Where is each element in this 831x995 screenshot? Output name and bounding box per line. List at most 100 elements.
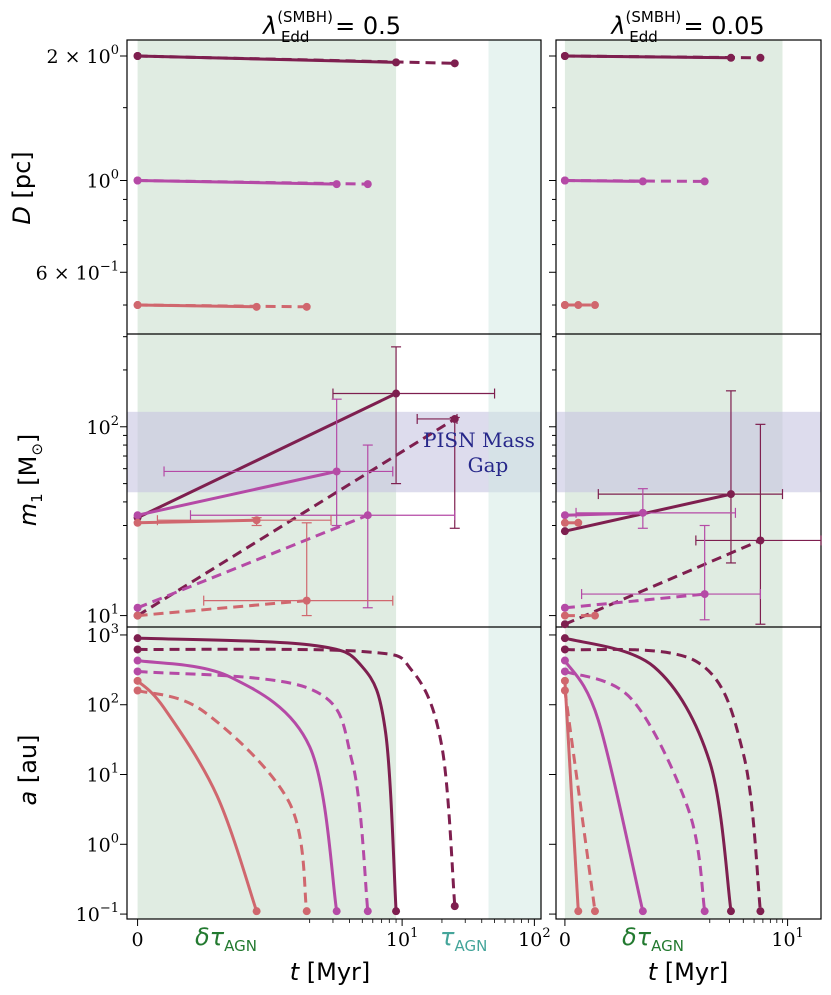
xtick-label-1-0: 0	[559, 929, 571, 951]
series-end-point-4-4	[252, 907, 261, 916]
series-line-2-5	[137, 599, 307, 618]
series-end-point-3-4	[574, 518, 583, 527]
ytick-a-4-label: 10−1	[76, 901, 119, 926]
ytick-D-1-label-exp: 0	[111, 168, 119, 183]
series-start-point-0-3	[133, 176, 142, 185]
ytick-m-100-label-exp: 2	[111, 414, 119, 429]
series-start-point-2-5	[133, 611, 142, 620]
series-start-point-1-3	[560, 176, 569, 185]
series-start-point-4-4	[133, 676, 142, 685]
series-end-point-2-5	[302, 596, 311, 605]
series-end-point-5-2	[638, 907, 647, 916]
delta-tau-agn-label-left: δτAGN	[195, 923, 257, 955]
ylabel-D: D [pc]	[8, 151, 36, 224]
series-line-4-0	[137, 636, 398, 912]
series-end-point-1-4	[574, 301, 583, 310]
series-line-3-3	[564, 592, 705, 610]
series-end-point-1-3	[700, 177, 709, 186]
series-start-point-5-3	[560, 667, 569, 676]
series-line-0-1	[137, 54, 455, 65]
pisn-label-line2: Gap	[468, 453, 509, 477]
series-start-point-1-5	[560, 301, 569, 310]
xtick-label-0-1: 101	[386, 926, 418, 951]
series-line-2-4	[137, 518, 257, 525]
ytick-a-1-label-exp: 2	[111, 692, 119, 707]
series-end-point-3-1	[756, 536, 765, 545]
series-end-point-5-0	[726, 907, 735, 916]
series-line-1-3	[564, 179, 705, 183]
series-end-point-5-3	[700, 907, 709, 916]
series-start-point-5-2	[560, 656, 569, 665]
series-start-point-4-5	[133, 686, 142, 695]
xtick-label-exp-1-1: 1	[796, 926, 804, 941]
pisn-label-line1: PISN Mass	[423, 428, 535, 452]
delta-tau-agn-label-right: δτAGN	[622, 923, 684, 955]
ytick-a-3-label-exp: 0	[111, 831, 119, 846]
series-end-point-2-4	[252, 516, 261, 525]
xtick-label-exp-0-2: 2	[542, 926, 550, 941]
series-start-point-5-1	[560, 645, 569, 654]
ytick-D-06-label-exp: −1	[100, 259, 119, 274]
series-line-5-4	[563, 680, 580, 912]
xlabel-right: t [Myr]	[648, 958, 729, 986]
series-line-1-1	[564, 54, 761, 60]
panel-frames	[126, 39, 822, 920]
series-start-point-5-0	[560, 634, 569, 643]
col-title-right: λ(SMBH) Edd = 0.05	[609, 8, 764, 46]
series-line-4-2	[137, 659, 339, 912]
ytick-a-0-label: 103	[87, 622, 119, 647]
series-end-point-4-3	[363, 907, 372, 916]
series-start-point-4-0	[133, 634, 142, 643]
xlabel-left: t [Myr]	[290, 958, 371, 986]
series-line-2-3	[137, 513, 369, 610]
series-end-point-5-5	[590, 907, 599, 916]
series-start-point-2-4	[133, 518, 142, 527]
series-end-point-4-0	[392, 907, 401, 916]
ytick-a-1-label: 102	[87, 692, 119, 717]
series-start-point-5-4	[560, 676, 569, 685]
series-start-point-2-3	[133, 603, 142, 612]
series-start-point-3-0	[560, 527, 569, 536]
ylabel-m1: m1 [M⊙]	[14, 434, 46, 527]
series-end-point-5-4	[574, 907, 583, 916]
series-line-0-5	[137, 303, 307, 309]
series-end-point-4-1	[450, 902, 459, 911]
series-start-point-0-5	[133, 301, 142, 310]
xtick-label-exp-0-1: 1	[410, 926, 418, 941]
ytick-D-1-label: 100	[87, 168, 119, 193]
series-start-point-4-1	[133, 645, 142, 654]
series-line-5-5	[563, 690, 597, 912]
series-line-4-4	[136, 679, 259, 912]
series-end-point-3-2	[638, 508, 647, 517]
series-start-point-4-3	[133, 667, 142, 676]
series-end-point-4-5	[302, 907, 311, 916]
series-line-0-3	[137, 179, 368, 186]
tau-agn-band	[488, 40, 541, 919]
ytick-D-2-label: 2 × 100	[46, 43, 119, 68]
series-end-point-5-1	[756, 907, 765, 916]
ytick-m-100-label: 102	[87, 414, 119, 439]
series-end-point-2-0	[392, 389, 401, 398]
series-layer	[133, 51, 822, 916]
series-end-point-1-2	[638, 177, 647, 186]
ytick-a-4-label-exp: −1	[100, 901, 119, 916]
xtick-label-1-1: 101	[771, 926, 803, 951]
series-end-point-3-0	[726, 490, 735, 499]
series-end-point-3-5	[590, 611, 599, 620]
series-start-point-2-2	[133, 511, 142, 520]
series-end-point-2-1	[450, 414, 459, 423]
series-line-2-2	[137, 469, 338, 517]
series-start-point-3-5	[560, 611, 569, 620]
ytick-a-2-label: 101	[87, 762, 119, 787]
series-start-point-5-5	[560, 686, 569, 695]
series-line-5-3	[564, 669, 707, 912]
panel-frame-0	[126, 39, 542, 920]
pisn-band-0	[127, 411, 541, 493]
series-end-point-3-3	[700, 590, 709, 599]
col-title-left: λ(SMBH) Edd = 0.5	[261, 8, 401, 46]
ytick-a-0-label-exp: 3	[111, 622, 119, 637]
series-end-point-1-5	[590, 301, 599, 310]
xtick-label-0-2: 102	[518, 926, 550, 951]
series-end-point-0-1	[450, 59, 459, 68]
